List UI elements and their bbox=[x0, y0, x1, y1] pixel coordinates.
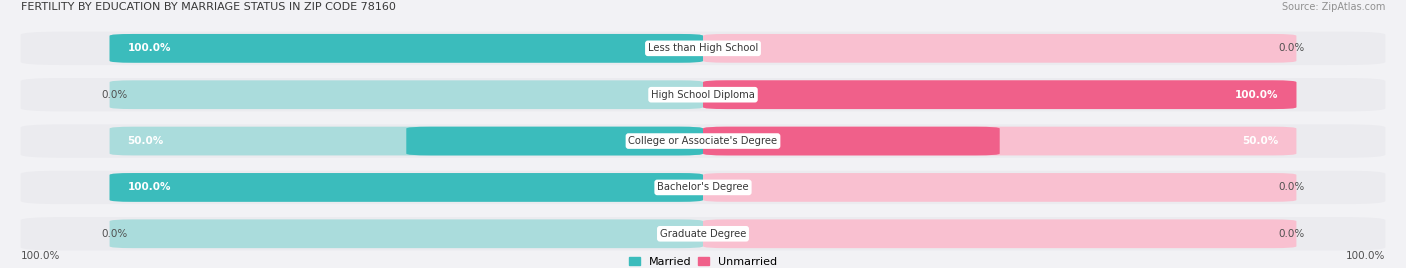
Text: Graduate Degree: Graduate Degree bbox=[659, 229, 747, 239]
Text: College or Associate's Degree: College or Associate's Degree bbox=[628, 136, 778, 146]
FancyBboxPatch shape bbox=[110, 219, 703, 248]
FancyBboxPatch shape bbox=[110, 173, 703, 202]
FancyBboxPatch shape bbox=[703, 173, 1296, 202]
FancyBboxPatch shape bbox=[110, 80, 703, 109]
FancyBboxPatch shape bbox=[21, 78, 1385, 111]
Text: 0.0%: 0.0% bbox=[1278, 183, 1305, 192]
FancyBboxPatch shape bbox=[703, 127, 1296, 155]
FancyBboxPatch shape bbox=[406, 127, 703, 155]
FancyBboxPatch shape bbox=[21, 32, 1385, 65]
Text: 0.0%: 0.0% bbox=[1278, 229, 1305, 239]
Text: High School Diploma: High School Diploma bbox=[651, 90, 755, 100]
Text: 100.0%: 100.0% bbox=[128, 43, 172, 53]
Text: 100.0%: 100.0% bbox=[21, 251, 60, 261]
FancyBboxPatch shape bbox=[703, 219, 1296, 248]
Text: 0.0%: 0.0% bbox=[101, 229, 128, 239]
Text: 100.0%: 100.0% bbox=[128, 183, 172, 192]
FancyBboxPatch shape bbox=[703, 34, 1296, 63]
FancyBboxPatch shape bbox=[703, 80, 1296, 109]
Text: Bachelor's Degree: Bachelor's Degree bbox=[657, 183, 749, 192]
FancyBboxPatch shape bbox=[110, 34, 703, 63]
Text: Source: ZipAtlas.com: Source: ZipAtlas.com bbox=[1282, 2, 1385, 12]
FancyBboxPatch shape bbox=[110, 127, 703, 155]
FancyBboxPatch shape bbox=[21, 171, 1385, 204]
Text: 50.0%: 50.0% bbox=[128, 136, 163, 146]
Text: 0.0%: 0.0% bbox=[1278, 43, 1305, 53]
Text: Less than High School: Less than High School bbox=[648, 43, 758, 53]
FancyBboxPatch shape bbox=[21, 217, 1385, 251]
Legend: Married, Unmarried: Married, Unmarried bbox=[628, 257, 778, 267]
FancyBboxPatch shape bbox=[110, 173, 703, 202]
Text: 100.0%: 100.0% bbox=[1234, 90, 1278, 100]
Text: 100.0%: 100.0% bbox=[1346, 251, 1385, 261]
Text: 50.0%: 50.0% bbox=[1243, 136, 1278, 146]
FancyBboxPatch shape bbox=[21, 124, 1385, 158]
FancyBboxPatch shape bbox=[110, 34, 703, 63]
Text: FERTILITY BY EDUCATION BY MARRIAGE STATUS IN ZIP CODE 78160: FERTILITY BY EDUCATION BY MARRIAGE STATU… bbox=[21, 2, 395, 12]
Text: 0.0%: 0.0% bbox=[101, 90, 128, 100]
FancyBboxPatch shape bbox=[703, 80, 1296, 109]
FancyBboxPatch shape bbox=[703, 127, 1000, 155]
